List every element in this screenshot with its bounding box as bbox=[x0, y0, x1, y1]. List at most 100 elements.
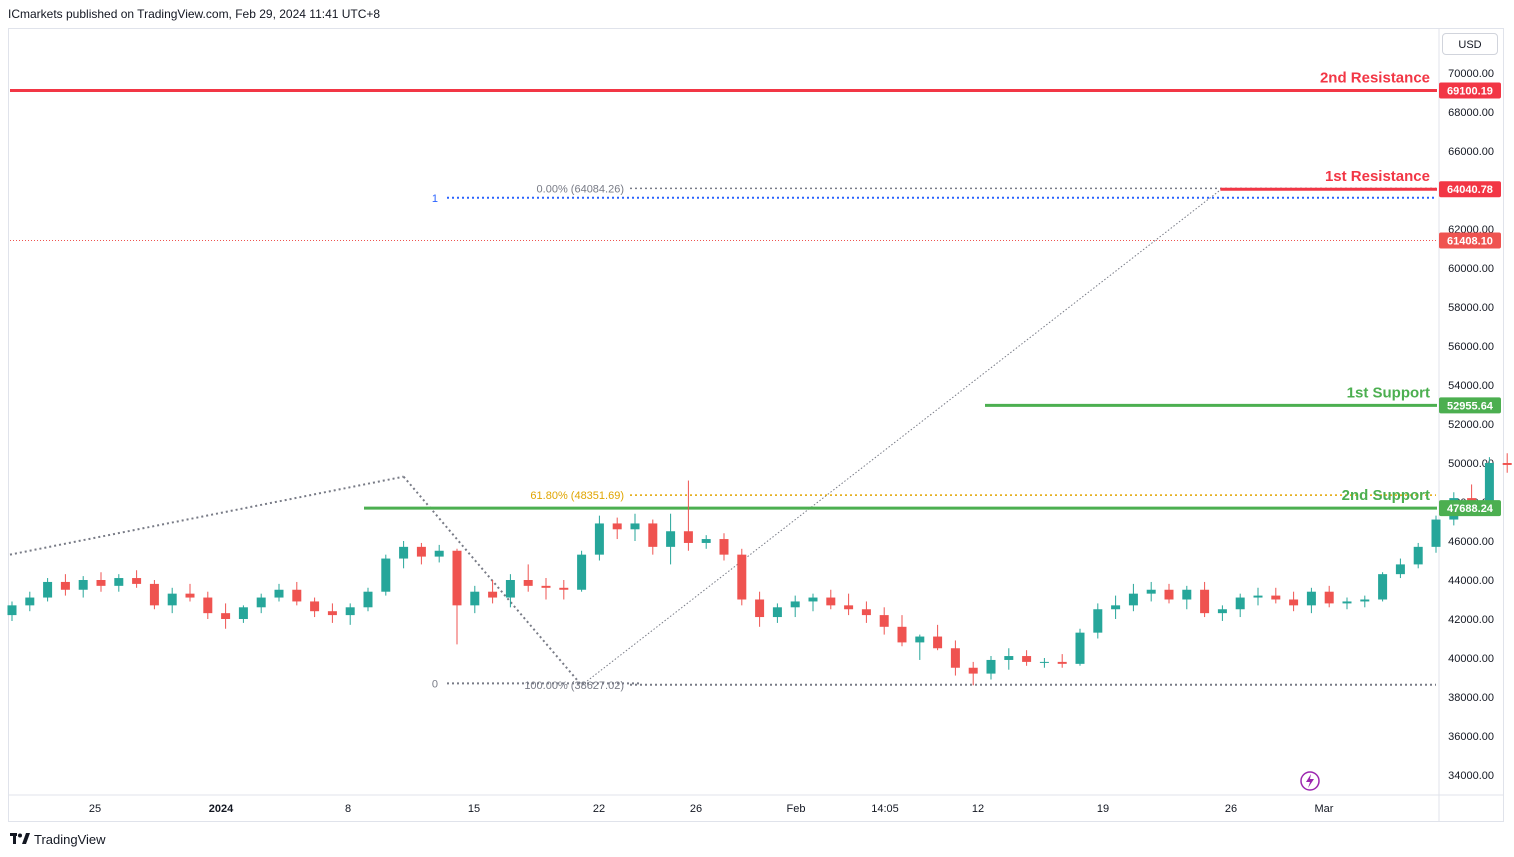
footer-brand: TradingView bbox=[34, 831, 106, 847]
level-label: 1st Support bbox=[1347, 384, 1430, 401]
x-tick-label: 14:05 bbox=[871, 803, 899, 815]
x-tick-label: Feb bbox=[787, 803, 806, 815]
candle-body bbox=[381, 558, 391, 592]
fib-extension-label: 1 bbox=[432, 193, 438, 205]
tradingview-logo-icon bbox=[10, 833, 30, 844]
x-tick-label: 15 bbox=[468, 803, 480, 815]
level-price-tag bbox=[1439, 82, 1501, 99]
candle-body bbox=[666, 531, 676, 547]
x-tick-label: 26 bbox=[690, 803, 702, 815]
y-tick-label: 34000.00 bbox=[1448, 770, 1494, 782]
candle-body bbox=[1146, 589, 1156, 594]
x-tick-label: 2024 bbox=[209, 803, 234, 815]
y-tick-label: 52000.00 bbox=[1448, 419, 1494, 431]
current-price-tag bbox=[1439, 232, 1501, 249]
candle-body bbox=[470, 591, 480, 606]
chart-frame bbox=[8, 28, 1504, 822]
candle-body bbox=[1075, 632, 1085, 664]
level-price-tag bbox=[1439, 181, 1501, 198]
x-tick-label: 19 bbox=[1097, 803, 1109, 815]
candle-body bbox=[1235, 597, 1245, 610]
candle-body bbox=[274, 589, 284, 598]
candle-body bbox=[1022, 656, 1032, 662]
y-tick-label: 38000.00 bbox=[1448, 692, 1494, 704]
candle-body bbox=[25, 597, 35, 606]
candle-body bbox=[755, 599, 765, 618]
y-tick-label: 58000.00 bbox=[1448, 302, 1494, 314]
candle-body bbox=[1271, 595, 1281, 600]
fib-extension-label: 0 bbox=[432, 678, 438, 690]
y-tick-label: 42000.00 bbox=[1448, 614, 1494, 626]
candle-body bbox=[1217, 609, 1227, 614]
x-tick-label: 25 bbox=[89, 803, 101, 815]
candle-body bbox=[221, 613, 231, 619]
candle-body bbox=[167, 593, 177, 606]
y-tick-label: 36000.00 bbox=[1448, 731, 1494, 743]
trend-line bbox=[581, 187, 1223, 686]
candle-body bbox=[1502, 463, 1512, 465]
flash-icon-bolt bbox=[1306, 774, 1314, 788]
candle-body bbox=[416, 546, 426, 557]
candle-body bbox=[1324, 591, 1334, 604]
candle-body bbox=[1111, 605, 1121, 610]
currency-button[interactable]: USD bbox=[1442, 33, 1498, 55]
y-tick-label: 68000.00 bbox=[1448, 107, 1494, 119]
candle-body bbox=[1413, 546, 1423, 565]
candle-body bbox=[399, 546, 409, 559]
candle-body bbox=[434, 550, 444, 557]
candle-body bbox=[968, 667, 978, 674]
candle-body bbox=[1378, 574, 1388, 600]
y-tick-label: 54000.00 bbox=[1448, 380, 1494, 392]
candle-body bbox=[523, 580, 533, 586]
candle-body bbox=[149, 583, 159, 606]
candle-body bbox=[1093, 609, 1103, 633]
candle-body bbox=[844, 605, 854, 610]
x-tick-label: Mar bbox=[1315, 803, 1334, 815]
candle-body bbox=[701, 539, 711, 543]
level-price-tag bbox=[1439, 500, 1501, 517]
candle-body bbox=[790, 601, 800, 608]
level-label: 1st Resistance bbox=[1325, 168, 1430, 185]
level-price-tag bbox=[1439, 397, 1501, 414]
y-tick-label: 44000.00 bbox=[1448, 575, 1494, 587]
trend-line bbox=[9, 475, 404, 556]
candle-body bbox=[933, 636, 943, 649]
candle-body bbox=[452, 550, 462, 606]
candle-body bbox=[719, 539, 729, 555]
candle-body bbox=[772, 607, 782, 618]
candle-body bbox=[1360, 599, 1370, 602]
candle-body bbox=[185, 593, 195, 598]
y-tick-label: 50000.00 bbox=[1448, 458, 1494, 470]
tradingview-footer[interactable]: TradingView bbox=[10, 830, 106, 848]
level-price-label: 52955.64 bbox=[1447, 400, 1494, 412]
candle-body bbox=[897, 626, 907, 643]
candle-body bbox=[96, 580, 106, 586]
fib-level-label: 0.00% (64084.26) bbox=[537, 183, 624, 195]
y-tick-label: 70000.00 bbox=[1448, 68, 1494, 80]
candle-body bbox=[1395, 564, 1405, 575]
level-price-label: 47688.24 bbox=[1447, 503, 1494, 515]
candle-body bbox=[132, 578, 142, 584]
candle-body bbox=[1253, 595, 1263, 598]
candle-body bbox=[114, 578, 124, 586]
candle-body bbox=[986, 659, 996, 674]
candle-body bbox=[1182, 589, 1192, 600]
candle-body bbox=[1164, 589, 1174, 600]
trend-line bbox=[402, 476, 583, 686]
candle-body bbox=[737, 554, 747, 600]
level-label: 2nd Support bbox=[1342, 487, 1430, 504]
candle-body bbox=[488, 591, 498, 598]
publisher-header: ICmarkets published on TradingView.com, … bbox=[8, 7, 381, 21]
candle-body bbox=[7, 605, 17, 616]
x-tick-label: 26 bbox=[1225, 803, 1237, 815]
candle-body bbox=[1004, 656, 1014, 660]
candle-body bbox=[594, 523, 604, 555]
candle-body bbox=[1484, 463, 1494, 506]
candle-body bbox=[630, 523, 640, 530]
x-tick-label: 22 bbox=[593, 803, 605, 815]
candle-body bbox=[363, 591, 373, 608]
candle-body bbox=[577, 554, 587, 590]
candle-body bbox=[238, 607, 248, 619]
candle-body bbox=[292, 589, 302, 602]
